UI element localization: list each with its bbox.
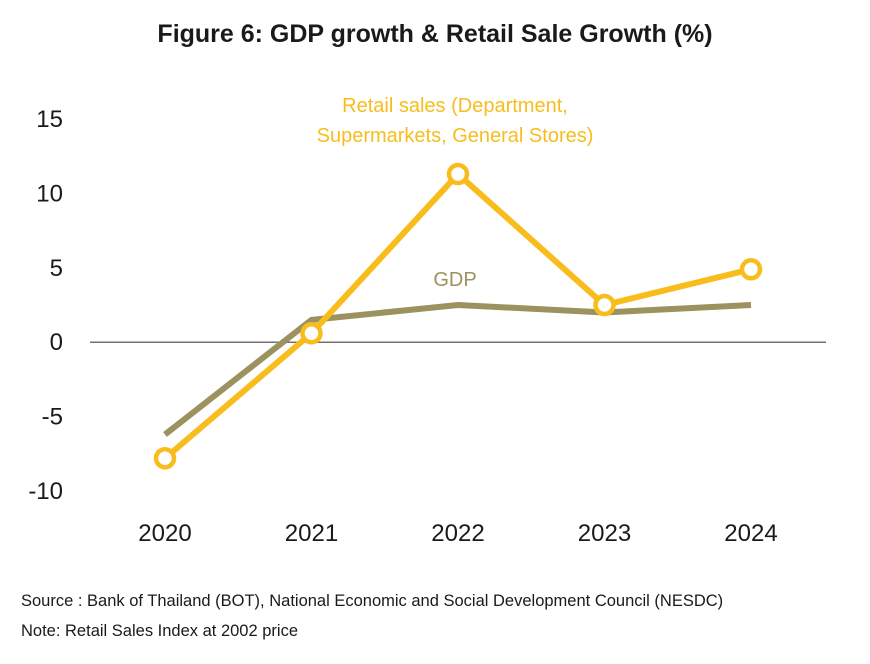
source-note: Source : Bank of Thailand (BOT), Nationa…: [21, 592, 724, 610]
y-tick-label: -10: [28, 478, 63, 505]
x-tick-label: 2021: [285, 520, 338, 547]
retail-sales-point: [153, 447, 177, 470]
y-tick-label: 10: [36, 180, 63, 207]
y-tick-label: 0: [50, 329, 63, 356]
chart-title: Figure 6: GDP growth & Retail Sale Growt…: [157, 20, 713, 48]
y-tick-label: 5: [50, 255, 63, 282]
x-tick-label: 2024: [724, 520, 777, 547]
x-tick-label: 2020: [138, 520, 191, 547]
gdp-line: [163, 301, 752, 437]
footnote: Note: Retail Sales Index at 2002 price: [21, 622, 298, 640]
retail-series-label: Supermarkets, General Stores): [317, 125, 594, 147]
y-tick-label: -5: [42, 404, 63, 431]
retail-sales-point: [593, 293, 616, 317]
retail-sales-line: [163, 169, 752, 461]
retail-sales-point: [300, 322, 323, 345]
x-tick-label: 2022: [431, 520, 484, 547]
retail-sales-point: [739, 258, 763, 281]
x-tick-label: 2023: [578, 520, 631, 547]
gdp-series-label: GDP: [433, 269, 476, 291]
y-tick-label: 15: [36, 106, 63, 133]
retail-sales-point: [446, 162, 470, 186]
retail-series-label: Retail sales (Department,: [342, 95, 568, 117]
